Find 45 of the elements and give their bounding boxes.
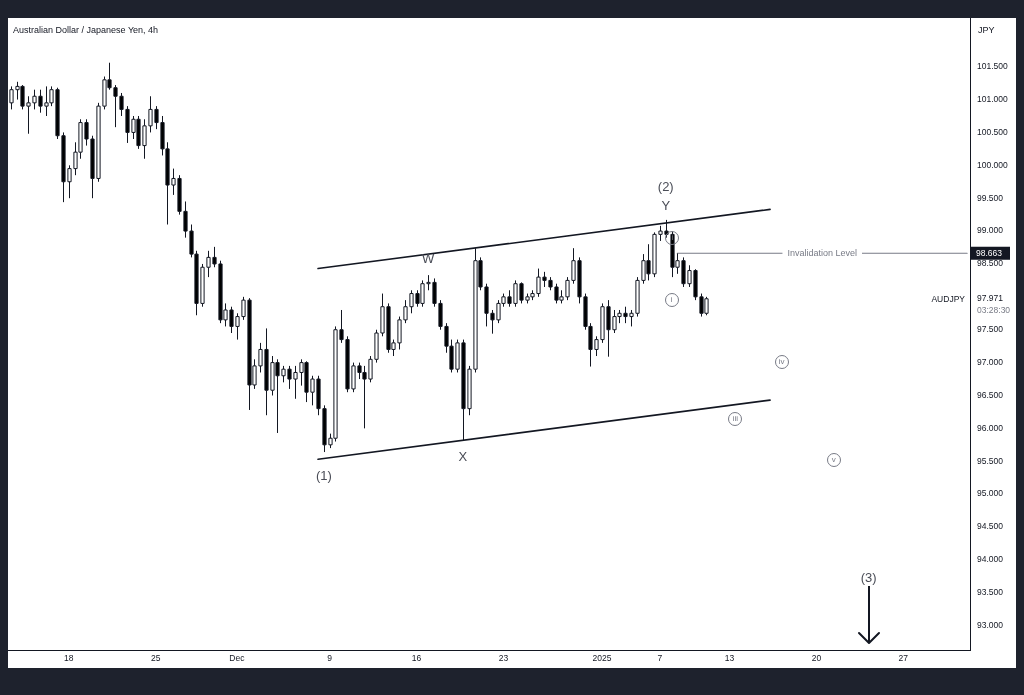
x-tick-label: 20 (811, 653, 822, 664)
y-tick-label: 100.000 (977, 159, 1008, 170)
annotation: iii (732, 414, 738, 424)
x-tick-label: 7 (657, 653, 663, 664)
y-tick-label: 100.500 (977, 126, 1008, 137)
y-tick-label: 99.000 (977, 225, 1004, 236)
text: Australian Dollar / Japanese Yen, 4h (13, 25, 159, 36)
x-tick-label: 23 (498, 653, 509, 664)
y-tick-label: 98.500 (977, 258, 1004, 269)
annotation: v (831, 455, 836, 465)
y-axis-title: JPY (978, 25, 995, 36)
x-tick-label: Dec (229, 653, 246, 664)
y-tick-label: 93.500 (977, 587, 1004, 598)
x-tick-label: 13 (724, 653, 735, 664)
y-tick-label: 93.000 (977, 620, 1004, 631)
annotation: iv (778, 357, 785, 367)
x-tick-label: 2025 (592, 653, 612, 664)
y-tick-label: 101.000 (977, 93, 1008, 104)
x-tick-label: 25 (151, 653, 161, 664)
annotation: (2) (657, 178, 674, 194)
y-tick-label: 94.500 (977, 521, 1004, 532)
x-tick-label: 16 (411, 653, 422, 664)
text: 03:28:30 (977, 304, 1011, 316)
x-tick-label: 18 (64, 653, 74, 664)
x-tick-label: 27 (898, 653, 909, 664)
y-tick-label: 97.971 (977, 293, 1004, 304)
annotation: (3) (860, 569, 877, 585)
data-label: 98.663 (976, 248, 1003, 259)
series-label: Invalidation Level (787, 247, 857, 258)
annotation: (1) (315, 467, 332, 483)
annotation: Y (661, 197, 671, 213)
annotation: X (458, 448, 468, 464)
y-tick-label: 97.500 (977, 324, 1004, 335)
annotation: W (422, 250, 435, 266)
y-tick-label: 96.500 (977, 389, 1004, 400)
y-tick-label: 95.000 (977, 488, 1004, 499)
y-tick-label: 101.500 (977, 61, 1008, 72)
y-tick-label: 96.000 (977, 422, 1004, 433)
y-tick-label: 97.000 (977, 356, 1004, 367)
x-tick-label: 9 (327, 653, 333, 664)
y-tick-label: 99.500 (977, 192, 1004, 203)
y-tick-label: 95.500 (977, 455, 1004, 466)
annotation: AUDJPY (931, 293, 965, 305)
annotation: i (670, 295, 673, 305)
y-tick-label: 94.000 (977, 554, 1004, 565)
